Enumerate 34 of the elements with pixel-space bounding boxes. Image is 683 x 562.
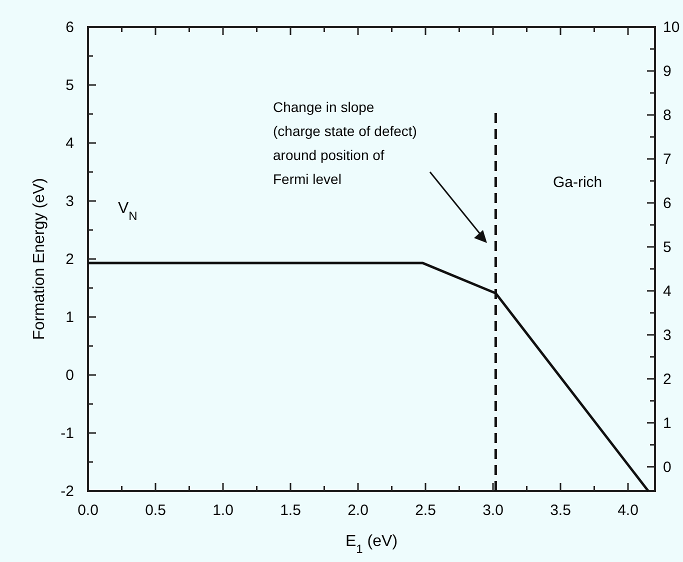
- y2-tick-label: 1: [663, 414, 672, 432]
- x-tick-label: 1.5: [280, 502, 301, 519]
- y-tick-label: -2: [60, 483, 74, 500]
- y2-tick-label: 8: [663, 106, 672, 124]
- y2-tick-label: 2: [663, 370, 672, 388]
- x-tick-label: 2.0: [348, 502, 368, 519]
- annotation: Change in slope (charge state of defect) around position of Fermi level: [273, 99, 417, 187]
- x-tick-label: 3.0: [482, 502, 504, 519]
- y2-tick-label: 9: [663, 62, 672, 80]
- y-tick-label: 0: [66, 367, 74, 384]
- y2-tick-label: 7: [663, 150, 672, 168]
- x-tick-label: 0.5: [145, 502, 166, 519]
- y-tick-label: 1: [66, 309, 74, 326]
- y-tick-label: 3: [66, 193, 74, 210]
- x-tick-label: 2.5: [415, 502, 436, 519]
- x-tick-label: 3.5: [550, 502, 571, 519]
- x-tick-label: 1.0: [212, 502, 234, 519]
- x-tick-label: 4.0: [618, 502, 638, 519]
- x-axis-title: E$_{1}$ (eV): [345, 533, 398, 556]
- y2-tick-label: 10: [663, 19, 680, 36]
- y-tick-label: 4: [66, 135, 74, 152]
- y2-tick-label: 4: [663, 282, 672, 300]
- y2-tick-label: 0: [663, 458, 672, 476]
- y-axis-title: Formation Energy (eV): [31, 178, 48, 340]
- y-tick-label: -1: [60, 425, 74, 442]
- y2-tick-label: 6: [663, 194, 672, 212]
- annotation: Ga-rich: [552, 174, 602, 191]
- y2-tick-label: 5: [663, 238, 672, 256]
- y-tick-label: 6: [66, 19, 74, 36]
- y-tick-label: 2: [66, 251, 74, 268]
- y-tick-label: 5: [66, 77, 74, 94]
- x-tick-label: 0.0: [78, 502, 98, 519]
- y2-tick-label: 3: [663, 326, 672, 344]
- text: V$_{N}$: [118, 200, 138, 224]
